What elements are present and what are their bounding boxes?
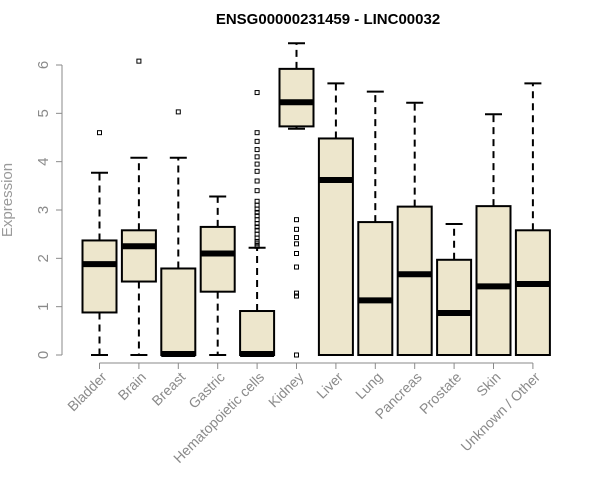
outlier-point — [254, 130, 260, 136]
y-tick-label: 1 — [35, 302, 52, 310]
outlier-point — [136, 58, 142, 64]
outlier-point — [254, 224, 260, 230]
x-tick-label: Lung — [352, 369, 385, 402]
x-tick-label: Brain — [115, 369, 149, 403]
box-kidney — [278, 42, 315, 358]
y-tick-label: 5 — [35, 109, 52, 117]
x-tick-label: Kidney — [265, 369, 307, 411]
chart-title: ENSG00000231459 - LINC00032 — [216, 11, 440, 28]
outlier-point — [294, 235, 299, 241]
y-tick-label: 6 — [35, 61, 52, 69]
outlier-point — [254, 198, 260, 204]
y-tick-label: 2 — [35, 254, 52, 262]
x-tick-label: Breast — [148, 369, 188, 409]
box-unknown-other — [514, 82, 551, 356]
outlier-point — [294, 352, 299, 358]
box-iqr — [436, 258, 473, 356]
outlier-point — [254, 213, 260, 219]
outlier-point — [254, 147, 260, 153]
box-iqr — [317, 137, 354, 356]
x-tick-label: Bladder — [64, 369, 110, 415]
box-gastric — [199, 195, 236, 356]
x-tick-label: Skin — [473, 369, 504, 400]
outlier-point — [294, 293, 299, 299]
box-iqr — [514, 229, 551, 356]
box-lung — [357, 90, 394, 356]
box-pancreas — [396, 101, 433, 356]
outlier-point — [294, 217, 299, 223]
plot-area — [81, 42, 551, 358]
box-iqr — [160, 267, 197, 357]
y-axis-label: Expression — [0, 163, 16, 237]
outlier-point — [294, 226, 299, 232]
box-prostate — [436, 223, 473, 356]
outlier-point — [254, 168, 260, 174]
box-breast — [160, 109, 197, 358]
outlier-point — [175, 109, 181, 115]
outlier-point — [254, 227, 260, 233]
outlier-point — [254, 188, 260, 194]
outlier-point — [294, 290, 299, 296]
outlier-point — [254, 209, 260, 215]
box-iqr — [239, 310, 276, 356]
box-iqr — [278, 67, 315, 128]
y-tick-label: 4 — [35, 157, 52, 165]
outlier-point — [254, 178, 260, 184]
outlier-point — [97, 130, 102, 136]
box-liver — [317, 82, 354, 356]
y-tick-label: 3 — [35, 206, 52, 214]
box-iqr — [81, 239, 118, 314]
box-skin — [475, 113, 512, 356]
box-iqr — [475, 205, 512, 356]
x-tick-label: Prostate — [416, 369, 464, 417]
outlier-point — [254, 138, 260, 144]
outlier-point — [294, 264, 299, 270]
box-iqr — [199, 225, 236, 293]
box-hematopoietic-cells — [239, 90, 276, 358]
outlier-point — [254, 238, 260, 244]
outlier-point — [254, 154, 260, 160]
box-iqr — [120, 229, 157, 283]
outlier-point — [294, 241, 299, 247]
box-iqr — [357, 221, 394, 356]
box-iqr — [396, 205, 433, 356]
outlier-point — [254, 161, 260, 167]
x-tick-label: Liver — [313, 369, 346, 402]
box-brain — [120, 58, 157, 356]
outlier-point — [254, 90, 260, 96]
y-axis: 0 1 2 3 4 5 6 — [35, 61, 63, 359]
outlier-point — [294, 251, 299, 256]
y-tick-label: 0 — [35, 351, 52, 359]
box-bladder — [81, 130, 118, 356]
